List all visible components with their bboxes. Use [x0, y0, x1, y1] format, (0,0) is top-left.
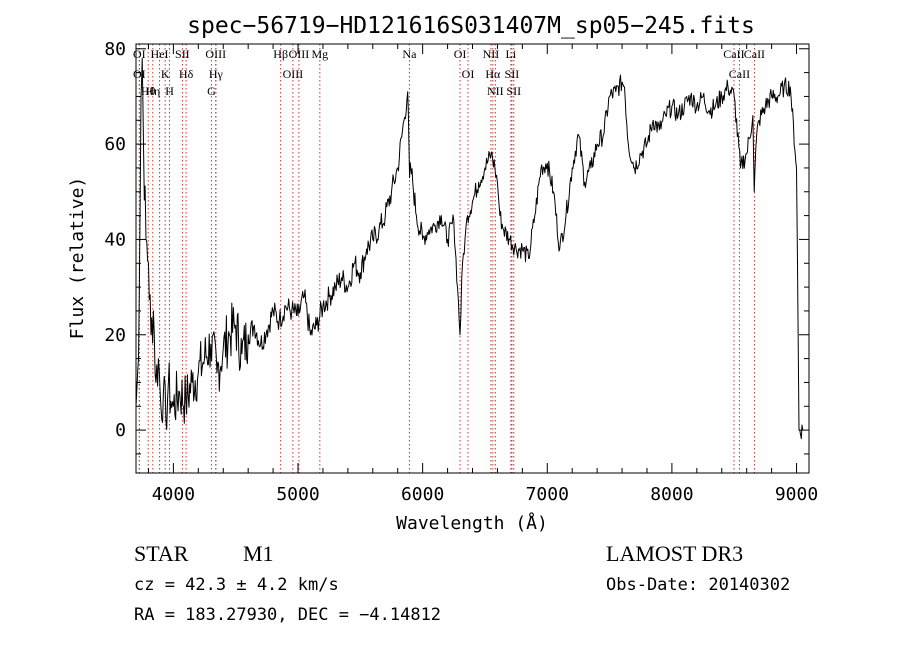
- reference-line-label: OI: [462, 67, 475, 81]
- reference-line-label: Hβ: [273, 47, 288, 61]
- reference-line-label: Hγ: [209, 67, 224, 81]
- x-tick-label: 6000: [401, 484, 444, 505]
- reference-line-label: CaII: [723, 47, 744, 61]
- reference-line-label: Hθ: [141, 84, 156, 98]
- reference-line-label: OI: [454, 47, 467, 61]
- y-axis-ticks: 0 20 40 60 80: [104, 39, 809, 455]
- reference-line-label: SII: [175, 47, 190, 61]
- x-tick-label: 4000: [152, 484, 195, 505]
- object-subclass: M1: [243, 541, 274, 566]
- y-tick-label: 80: [104, 39, 126, 60]
- y-tick-label: 40: [104, 229, 126, 250]
- plot-frame: [135, 43, 810, 474]
- reference-line-label: CaII: [744, 47, 765, 61]
- reference-line-label: SII: [505, 67, 520, 81]
- reference-line-label: SII: [506, 84, 521, 98]
- reference-line-label: K: [161, 67, 170, 81]
- reference-lines: [138, 44, 755, 473]
- reference-line-label: Hα: [485, 67, 501, 81]
- y-tick-label: 0: [115, 420, 126, 441]
- reference-line-label: HeI: [151, 47, 169, 61]
- reference-line-label: CaII: [729, 67, 750, 81]
- reference-line-label: Mg: [311, 47, 328, 61]
- ra-dec: RA = 183.27930, DEC = −4.14812: [134, 605, 441, 625]
- object-class: STAR: [134, 541, 189, 566]
- reference-line-label: OIII: [283, 67, 304, 81]
- reference-line-label: NII: [483, 47, 500, 61]
- x-axis-label: Wavelength (Å): [396, 512, 548, 534]
- y-tick-label: 20: [104, 325, 126, 346]
- survey-name: LAMOST DR3: [606, 541, 743, 566]
- reference-line-label: Li: [506, 47, 517, 61]
- spectrum-line: [135, 57, 804, 440]
- reference-line-label: H: [165, 84, 174, 98]
- reference-line-label: Hδ: [179, 67, 194, 81]
- reference-line-label: OIII: [205, 47, 226, 61]
- chart-title: spec−56719−HD121616S031407M_sp05−245.fit…: [187, 13, 755, 39]
- y-axis-label: Flux (relative): [67, 177, 88, 340]
- y-tick-label: 60: [104, 134, 126, 155]
- reference-line-label: NII: [487, 84, 504, 98]
- x-tick-label: 8000: [650, 484, 693, 505]
- redshift-cz: cz = 42.3 ± 4.2 km/s: [134, 575, 339, 595]
- x-tick-label: 9000: [775, 484, 818, 505]
- x-tick-label: 7000: [526, 484, 569, 505]
- reference-line-label: OI: [133, 67, 146, 81]
- reference-line-label: OIII: [289, 47, 310, 61]
- reference-line-label: G: [207, 84, 216, 98]
- x-tick-label: 5000: [276, 484, 319, 505]
- x-axis-ticks: 4000 5000 6000 7000 8000 9000: [147, 44, 818, 505]
- reference-line-label: Na: [402, 47, 417, 61]
- obs-date: Obs-Date: 20140302: [606, 575, 790, 595]
- reference-line-label: Hη: [145, 84, 160, 98]
